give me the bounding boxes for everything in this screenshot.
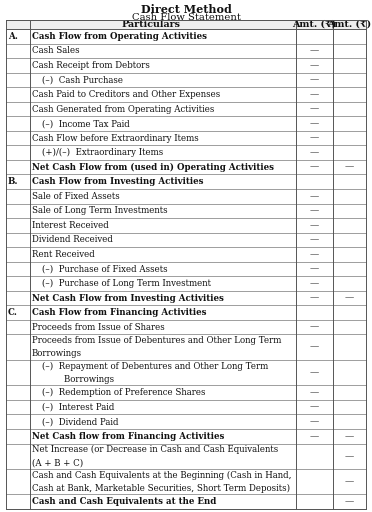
Text: —: — bbox=[310, 343, 319, 352]
Text: —: — bbox=[310, 206, 319, 216]
Text: Net Cash flow from Financing Activities: Net Cash flow from Financing Activities bbox=[32, 432, 224, 441]
Text: Cash and Cash Equivalents at the End: Cash and Cash Equivalents at the End bbox=[32, 497, 217, 506]
Text: Amt. (₹): Amt. (₹) bbox=[292, 20, 337, 29]
Text: —: — bbox=[310, 46, 319, 55]
Text: (–)  Repayment of Debentures and Other Long Term: (–) Repayment of Debentures and Other Lo… bbox=[42, 361, 268, 371]
Text: —: — bbox=[310, 90, 319, 99]
Text: (–)  Purchase of Long Term Investment: (–) Purchase of Long Term Investment bbox=[42, 279, 211, 288]
Text: (+)/(–)  Extraordinary Items: (+)/(–) Extraordinary Items bbox=[42, 148, 163, 157]
Text: Proceeds from Issue of Shares: Proceeds from Issue of Shares bbox=[32, 323, 165, 332]
Text: —: — bbox=[345, 452, 354, 461]
Text: (–)  Redemption of Preference Shares: (–) Redemption of Preference Shares bbox=[42, 388, 205, 397]
Text: Cash Generated from Operating Activities: Cash Generated from Operating Activities bbox=[32, 104, 214, 114]
Text: —: — bbox=[310, 75, 319, 84]
Text: (–)  Interest Paid: (–) Interest Paid bbox=[42, 402, 114, 412]
Text: B.: B. bbox=[8, 177, 19, 186]
Text: Interest Received: Interest Received bbox=[32, 221, 109, 230]
Text: Net Cash Flow from Investing Activities: Net Cash Flow from Investing Activities bbox=[32, 293, 224, 303]
Text: Cash Flow from Financing Activities: Cash Flow from Financing Activities bbox=[32, 308, 206, 317]
Text: Amt. (₹): Amt. (₹) bbox=[327, 20, 372, 29]
Text: —: — bbox=[310, 279, 319, 288]
Text: Cash Paid to Creditors and Other Expenses: Cash Paid to Creditors and Other Expense… bbox=[32, 90, 220, 99]
Text: Cash and Cash Equivalents at the Beginning (Cash in Hand,: Cash and Cash Equivalents at the Beginni… bbox=[32, 471, 292, 480]
Text: Particulars: Particulars bbox=[122, 20, 180, 29]
Text: —: — bbox=[310, 432, 319, 441]
Text: Cash Flow from Operating Activities: Cash Flow from Operating Activities bbox=[32, 32, 207, 41]
Text: Proceeds from Issue of Debentures and Other Long Term: Proceeds from Issue of Debentures and Ot… bbox=[32, 336, 281, 345]
Text: Cash Sales: Cash Sales bbox=[32, 46, 80, 55]
Text: Cash at Bank, Marketable Securities, Short Term Deposits): Cash at Bank, Marketable Securities, Sho… bbox=[32, 483, 290, 493]
Text: Cash Flow before Extraordinary Items: Cash Flow before Extraordinary Items bbox=[32, 134, 199, 142]
Text: (–)  Cash Purchase: (–) Cash Purchase bbox=[42, 75, 123, 84]
Text: —: — bbox=[310, 236, 319, 244]
Text: (–)  Dividend Paid: (–) Dividend Paid bbox=[42, 417, 119, 426]
Text: —: — bbox=[310, 104, 319, 114]
Text: —: — bbox=[310, 388, 319, 397]
Text: Cash Flow Statement: Cash Flow Statement bbox=[132, 13, 240, 22]
Text: Borrowings: Borrowings bbox=[32, 349, 82, 358]
Text: Net Cash Flow from (used in) Operating Activities: Net Cash Flow from (used in) Operating A… bbox=[32, 163, 274, 172]
Text: Borrowings: Borrowings bbox=[42, 374, 114, 383]
Text: Net Increase (or Decrease in Cash and Cash Equivalents: Net Increase (or Decrease in Cash and Ca… bbox=[32, 445, 278, 455]
Text: Sale of Long Term Investments: Sale of Long Term Investments bbox=[32, 206, 168, 216]
Text: Dividend Received: Dividend Received bbox=[32, 236, 113, 244]
Text: —: — bbox=[310, 119, 319, 128]
Text: —: — bbox=[310, 221, 319, 230]
Text: —: — bbox=[310, 265, 319, 273]
Text: —: — bbox=[310, 417, 319, 426]
Text: —: — bbox=[310, 250, 319, 259]
Text: (–)  Income Tax Paid: (–) Income Tax Paid bbox=[42, 119, 130, 128]
Text: Sale of Fixed Assets: Sale of Fixed Assets bbox=[32, 192, 120, 201]
Text: —: — bbox=[345, 163, 354, 172]
Text: Cash Flow from Investing Activities: Cash Flow from Investing Activities bbox=[32, 177, 203, 186]
Text: Direct Method: Direct Method bbox=[141, 4, 231, 15]
Text: —: — bbox=[310, 368, 319, 377]
Text: —: — bbox=[310, 163, 319, 172]
Text: C.: C. bbox=[8, 308, 18, 317]
Text: —: — bbox=[310, 61, 319, 70]
Text: —: — bbox=[345, 432, 354, 441]
Text: —: — bbox=[310, 148, 319, 157]
Text: —: — bbox=[345, 293, 354, 303]
Text: —: — bbox=[310, 134, 319, 142]
Text: Rent Received: Rent Received bbox=[32, 250, 95, 259]
Text: (–)  Purchase of Fixed Assets: (–) Purchase of Fixed Assets bbox=[42, 265, 168, 273]
Bar bbox=[6, 20, 366, 29]
Text: —: — bbox=[310, 402, 319, 412]
Text: —: — bbox=[310, 323, 319, 332]
Text: (A + B + C): (A + B + C) bbox=[32, 458, 83, 467]
Text: —: — bbox=[345, 497, 354, 506]
Text: Cash Receipt from Debtors: Cash Receipt from Debtors bbox=[32, 61, 150, 70]
Text: —: — bbox=[345, 477, 354, 486]
Text: A.: A. bbox=[8, 32, 18, 41]
Text: —: — bbox=[310, 293, 319, 303]
Text: —: — bbox=[310, 192, 319, 201]
